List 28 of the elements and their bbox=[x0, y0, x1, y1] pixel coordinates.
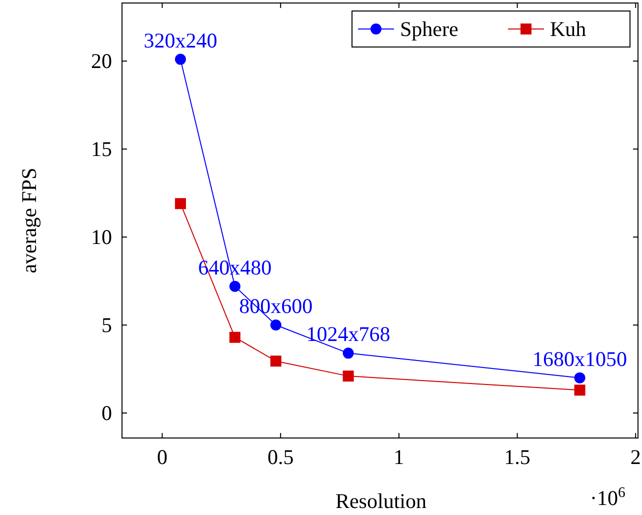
point bbox=[574, 372, 586, 384]
y-tick-label: 15 bbox=[91, 137, 112, 162]
x-tick-label: 2 bbox=[630, 445, 641, 469]
annotation: 1680x1050 bbox=[532, 346, 628, 371]
point bbox=[270, 356, 282, 367]
y-tick-label: 20 bbox=[91, 49, 112, 74]
point bbox=[174, 198, 186, 210]
y-tick-label: 5 bbox=[102, 313, 112, 338]
x-tick-label: 0.5 bbox=[267, 445, 294, 469]
point bbox=[574, 384, 586, 396]
point bbox=[342, 348, 354, 359]
point bbox=[174, 54, 186, 65]
y-tick-label: 0 bbox=[102, 401, 112, 426]
legend-label: Sphere bbox=[400, 17, 458, 41]
point bbox=[229, 332, 240, 343]
annotation: 320x240 bbox=[144, 28, 218, 52]
x-axis-title: Resolution bbox=[335, 489, 427, 513]
legend-label: Kuh bbox=[550, 17, 587, 41]
point bbox=[342, 370, 354, 382]
point bbox=[270, 320, 282, 331]
x-tick-label: 0 bbox=[156, 445, 168, 469]
y-tick-label: 10 bbox=[91, 225, 112, 250]
point bbox=[229, 280, 240, 292]
y-axis-title: average FPS bbox=[17, 168, 41, 274]
x-tick-label: 1.5 bbox=[504, 445, 530, 469]
x-tick-label: 1 bbox=[394, 445, 404, 469]
text: ·10$^{6}$ bbox=[590, 485, 626, 510]
annotation: 1024x768 bbox=[306, 322, 390, 346]
